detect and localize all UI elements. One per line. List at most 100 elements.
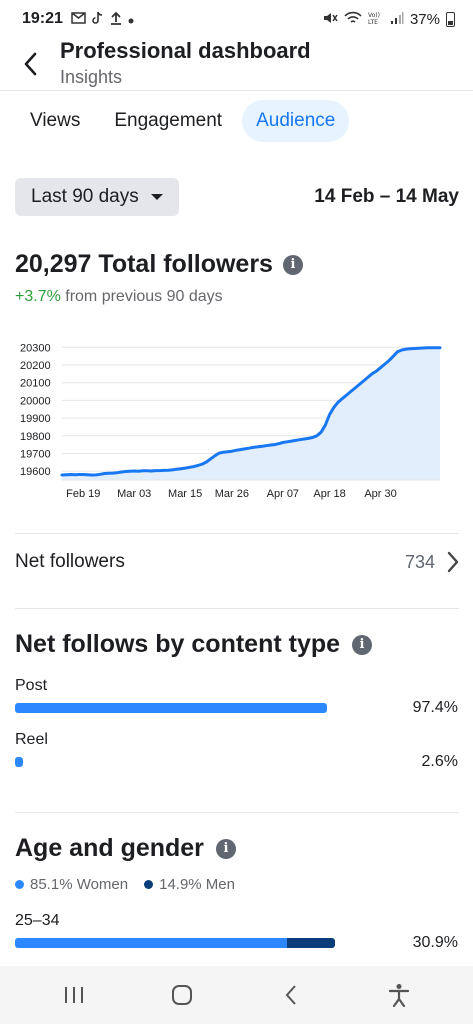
- dot-icon: [128, 12, 134, 26]
- tab-views[interactable]: Views: [30, 110, 81, 131]
- back-nav-icon: [285, 985, 296, 1005]
- legend-dot-men: [144, 880, 154, 889]
- chart-x-tick-label: Feb 19: [66, 488, 100, 500]
- status-left: 19:21: [22, 10, 134, 28]
- chart-x-tick-label: Apr 18: [313, 488, 345, 500]
- status-bar: 19:21 Vo)) LTE 37%: [0, 0, 473, 38]
- content-type-label-reel: Reel: [15, 731, 48, 748]
- svg-text:LTE: LTE: [368, 19, 378, 25]
- bar-fill-post: [15, 703, 327, 713]
- legend-label-women: 85.1% Women: [30, 876, 129, 893]
- section-divider: [15, 812, 459, 813]
- content-type-title: Net follows by content type: [15, 630, 341, 658]
- age-gender-title: Age and gender: [15, 834, 204, 862]
- wifi-icon: [344, 11, 362, 27]
- content-type-pct-post: 97.4%: [412, 699, 458, 716]
- info-icon[interactable]: i: [352, 634, 373, 655]
- total-followers-title: 20,297 Total followers: [15, 250, 273, 278]
- accessibility-icon: [388, 984, 409, 1007]
- chart-y-tick-label: 20000: [20, 395, 51, 407]
- section-divider: [15, 608, 459, 609]
- chart-y-tick-label: 19800: [20, 431, 51, 443]
- bar-fill-women: [15, 938, 288, 948]
- signal-icon: [390, 11, 404, 27]
- chart-area-fill: [62, 347, 440, 480]
- chart-x-tick-label: Mar 15: [168, 488, 202, 500]
- app-header: Professional dashboard Insights: [0, 38, 473, 90]
- growth-suffix: from previous 90 days: [60, 288, 223, 305]
- net-followers-row[interactable]: Net followers 734: [15, 540, 459, 584]
- caret-down-icon: [150, 194, 163, 200]
- page-title: Professional dashboard: [60, 38, 311, 63]
- content-type-heading: Net follows by content type i: [15, 630, 373, 659]
- back-button[interactable]: [0, 38, 60, 90]
- chart-series-line: [60, 346, 442, 477]
- age-row-pct: 30.9%: [412, 934, 458, 951]
- page-subtitle: Insights: [60, 67, 123, 87]
- info-icon[interactable]: i: [215, 838, 236, 859]
- volte-icon: Vo)) LTE: [368, 11, 384, 27]
- home-icon: [172, 985, 193, 1005]
- legend-label-men: 14.9% Men: [159, 876, 235, 893]
- growth-percent: +3.7%: [15, 288, 61, 305]
- header-text: Professional dashboard Insights: [60, 39, 311, 89]
- status-time: 19:21: [22, 10, 63, 27]
- age-row-label: 25–34: [15, 912, 60, 929]
- total-followers-heading: 20,297 Total followers i: [15, 250, 303, 279]
- chart-y-tick-label: 20300: [20, 342, 51, 354]
- svg-text:Vo)): Vo)): [368, 12, 380, 19]
- net-followers-value: 734: [404, 551, 435, 572]
- section-divider: [15, 533, 459, 534]
- tab-audience[interactable]: Audience: [242, 100, 350, 142]
- battery-percent: 37%: [409, 10, 440, 28]
- accessibility-button[interactable]: [374, 970, 424, 1020]
- back-nav-button[interactable]: [266, 970, 316, 1020]
- chart-y-tick-label: 19900: [20, 413, 51, 425]
- chart-x-tick-label: Apr 30: [364, 488, 396, 500]
- date-range-dropdown[interactable]: Last 90 days: [15, 178, 179, 216]
- followers-growth: +3.7% from previous 90 days: [15, 288, 223, 306]
- home-button[interactable]: [157, 970, 207, 1020]
- chart-y-tick-label: 19700: [20, 448, 51, 460]
- chevron-right-icon: [447, 551, 459, 573]
- status-right: Vo)) LTE 37%: [322, 11, 455, 28]
- chart-y-tick-label: 20100: [20, 378, 51, 390]
- legend-dot-women: [15, 880, 24, 889]
- recent-apps-icon: [65, 987, 84, 1003]
- bar-fill-reel: [15, 757, 24, 767]
- legend-men: 14.9% Men: [144, 876, 235, 893]
- status-notification-icons: [71, 11, 134, 27]
- legend-women: 85.1% Women: [15, 876, 128, 893]
- date-range-selected: Last 90 days: [31, 186, 139, 207]
- tab-engagement[interactable]: Engagement: [114, 110, 223, 131]
- chart-y-tick-label: 19600: [20, 466, 51, 478]
- age-row-bar: [15, 938, 335, 948]
- bar-fill-men: [287, 938, 335, 948]
- recent-apps-button[interactable]: [49, 970, 99, 1020]
- chart-x-tick-label: Mar 03: [117, 488, 151, 500]
- chart-y-tick-label: 20200: [20, 360, 51, 372]
- content-type-bar-post: [15, 703, 335, 713]
- mail-icon: [71, 12, 86, 26]
- upload-icon: [110, 11, 122, 27]
- header-divider: [0, 90, 473, 91]
- age-gender-legend: 85.1% Women 14.9% Men: [15, 876, 235, 893]
- content-type-label-post: Post: [15, 677, 48, 694]
- tab-bar: Views Engagement Audience: [16, 100, 350, 142]
- net-followers-label: Net followers: [15, 551, 125, 572]
- date-range-text: 14 Feb – 14 May: [314, 186, 459, 207]
- chart-x-tick-label: Mar 26: [215, 488, 249, 500]
- age-gender-heading: Age and gender i: [15, 834, 236, 863]
- mute-icon: [322, 11, 338, 27]
- content-type-bar-reel: [15, 757, 335, 767]
- system-nav-bar: [0, 966, 473, 1024]
- chart-x-tick-label: Apr 07: [267, 488, 299, 500]
- followers-chart: 19600 19700 19800 19900 20000 20100 20200 20300…: [0, 330, 473, 505]
- chevron-left-icon: [24, 52, 37, 76]
- info-icon[interactable]: i: [282, 254, 303, 275]
- content-type-pct-reel: 2.6%: [421, 753, 458, 770]
- tiktok-icon: [92, 11, 104, 27]
- battery-icon: [446, 11, 455, 27]
- date-range-row: Last 90 days 14 Feb – 14 May: [15, 178, 459, 216]
- followers-chart-svg: 19600 19700 19800 19900 20000 20100 20200 20300…: [20, 342, 442, 500]
